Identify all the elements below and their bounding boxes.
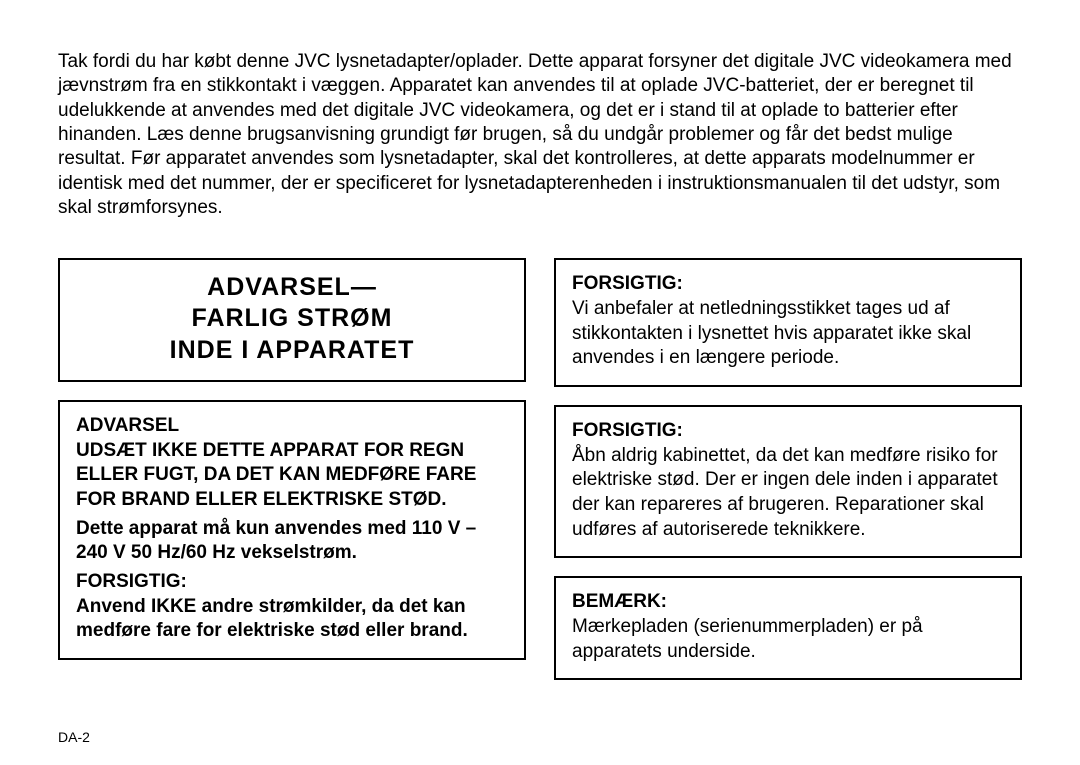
left-column: ADVARSEL— FARLIG STRØM INDE I APPARATET … (58, 258, 526, 680)
advarsel-heading: ADVARSEL (76, 414, 508, 439)
bemaerk-box: BEMÆRK: Mærkepladen (serienummerpladen) … (554, 576, 1022, 680)
forsigtig-box-2: FORSIGTIG: Åbn aldrig kabinettet, da det… (554, 405, 1022, 558)
forsigtig2-text: Åbn aldrig kabinettet, da det kan medfør… (572, 444, 1004, 543)
danger-line-2: FARLIG STRØM (76, 303, 508, 334)
two-column-layout: ADVARSEL— FARLIG STRØM INDE I APPARATET … (58, 258, 1022, 680)
danger-warning-box: ADVARSEL— FARLIG STRØM INDE I APPARATET (58, 258, 526, 382)
manual-page: Tak fordi du har købt denne JVC lysnetad… (0, 0, 1080, 765)
forsigtig2-label: FORSIGTIG: (572, 419, 1004, 444)
advarsel-main-text: UDSÆT IKKE DETTE APPARAT FOR REGN ELLER … (76, 439, 508, 513)
danger-title: ADVARSEL— FARLIG STRØM INDE I APPARATET (76, 272, 508, 366)
forsigtig1-label: FORSIGTIG: (572, 272, 1004, 297)
danger-line-1: ADVARSEL— (76, 272, 508, 303)
forsigtig-box-1: FORSIGTIG: Vi anbefaler at netledningsst… (554, 258, 1022, 387)
bemaerk-text: Mærkepladen (serienummerpladen) er på ap… (572, 615, 1004, 664)
intro-paragraph: Tak fordi du har købt denne JVC lysnetad… (58, 50, 1022, 220)
danger-line-3: INDE I APPARATET (76, 335, 508, 366)
forsigtig1-text: Vi anbefaler at netledningsstikket tages… (572, 297, 1004, 371)
advarsel-forsigtig-text: Anvend IKKE andre strømkilder, da det ka… (76, 595, 508, 644)
advarsel-forsigtig-label: FORSIGTIG: (76, 570, 508, 595)
right-column: FORSIGTIG: Vi anbefaler at netledningsst… (554, 258, 1022, 680)
advarsel-voltage-note: Dette apparat må kun anvendes med 110 V … (76, 517, 508, 566)
bemaerk-label: BEMÆRK: (572, 590, 1004, 615)
advarsel-box: ADVARSEL UDSÆT IKKE DETTE APPARAT FOR RE… (58, 400, 526, 660)
page-number: DA-2 (58, 729, 90, 745)
